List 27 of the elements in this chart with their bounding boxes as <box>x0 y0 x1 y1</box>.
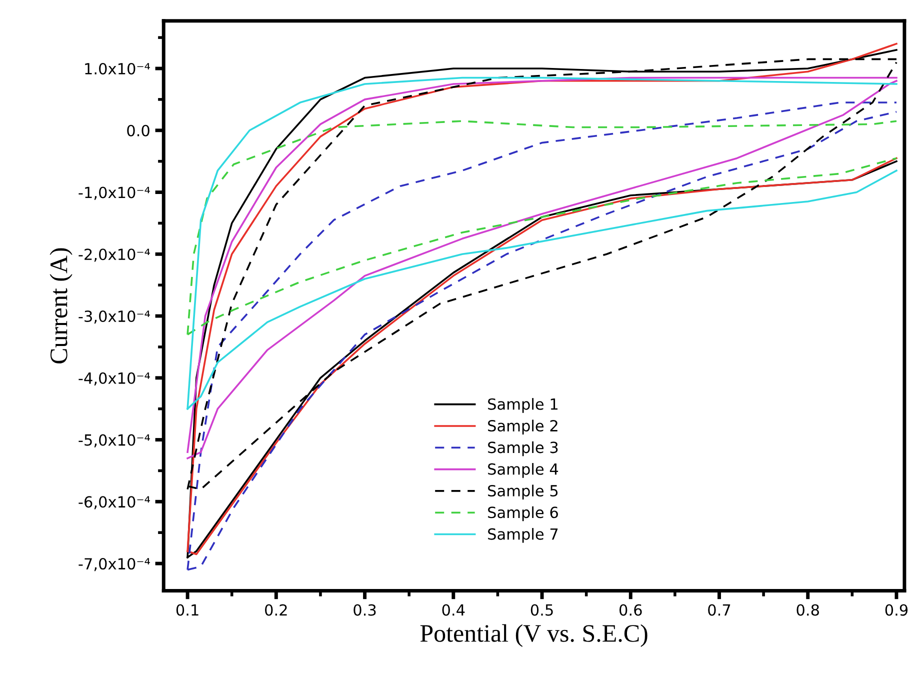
y-axis-title: Current (A) <box>50 248 72 364</box>
legend-label: Sample 7 <box>488 528 558 543</box>
x-tick-label: 0.5 <box>530 604 553 616</box>
y-tick-label: -6,0x10⁻⁴ <box>78 496 150 510</box>
legend-label: Sample 1 <box>488 398 558 413</box>
x-tick-label: 0.9 <box>885 604 908 616</box>
x-tick-label: 0.1 <box>176 604 198 616</box>
y-tick-label: -5,0x10⁻⁴ <box>78 434 150 448</box>
y-tick-label: -7,0x10⁻⁴ <box>78 558 150 572</box>
x-tick-label: 0.2 <box>265 604 287 616</box>
y-tick-label: -1,0x10⁻⁴ <box>78 186 150 200</box>
y-tick-label: -3,0x10⁻⁴ <box>78 310 150 324</box>
x-tick-label: 0.6 <box>619 604 642 616</box>
legend-label: Sample 4 <box>488 463 558 478</box>
y-tick-label: 0.0 <box>127 124 150 136</box>
legend-label: Sample 3 <box>488 441 558 456</box>
x-tick-label: 0.7 <box>708 604 730 616</box>
y-tick-label: -4,0x10⁻⁴ <box>78 372 150 386</box>
x-tick-label: 0.3 <box>354 604 376 616</box>
x-tick-label: 0.8 <box>796 604 819 616</box>
legend-label: Sample 6 <box>488 506 558 522</box>
y-tick-label: 1.0x10⁻⁴ <box>85 62 150 75</box>
legend-label: Sample 2 <box>488 420 558 434</box>
x-tick-label: 0.4 <box>442 604 465 616</box>
y-tick-label: -2,0x10⁻⁴ <box>78 248 150 262</box>
legend-label: Sample 5 <box>488 484 558 500</box>
x-axis-title: Potential (V vs. S.E.C) <box>420 624 648 647</box>
